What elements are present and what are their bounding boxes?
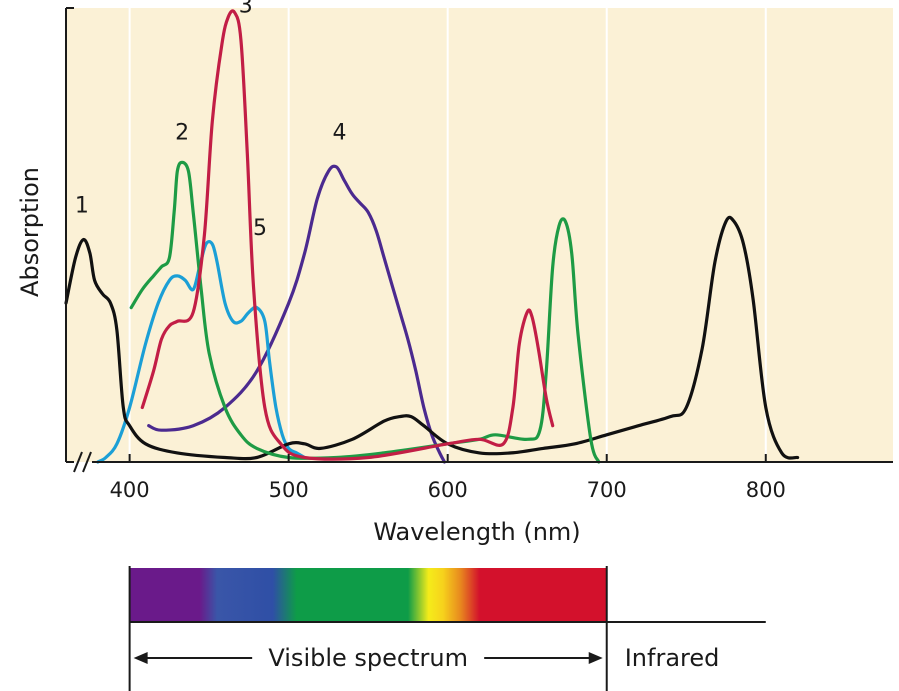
series-lines [64, 9, 800, 464]
x-ticks: 400 500 600 700 800 [110, 454, 786, 502]
series-line-1 [64, 215, 800, 461]
arrowhead-right-icon [588, 652, 603, 664]
series-line-5 [96, 239, 307, 464]
series-line-3 [140, 9, 555, 461]
x-tick-label: 700 [587, 478, 627, 502]
series-labels: 1 2 3 4 5 [75, 0, 347, 241]
axis-break-stroke [73, 451, 83, 473]
series-label-2: 2 [175, 121, 189, 146]
axis-break-mark [73, 451, 92, 473]
series-label-3: 3 [239, 0, 253, 19]
gridlines [128, 8, 767, 462]
arrowhead-left-icon [133, 652, 148, 664]
plot-background [66, 8, 893, 462]
x-axis-label: Wavelength (nm) [373, 518, 580, 546]
x-tick-label: 400 [110, 478, 150, 502]
visible-spectrum-bar [129, 568, 607, 621]
spectrum-bar-group: Visible spectrum Infrared [128, 566, 766, 691]
series-label-4: 4 [333, 121, 347, 146]
axis-break-stroke [82, 451, 92, 473]
series-label-5: 5 [253, 216, 267, 241]
series-line-4 [147, 164, 447, 464]
x-tick-label: 500 [269, 478, 309, 502]
axes [65, 7, 893, 473]
x-tick-label: 800 [746, 478, 786, 502]
x-tick-label: 600 [428, 478, 468, 502]
y-axis-label: Absorption [16, 167, 44, 297]
infrared-label: Infrared [625, 644, 720, 672]
series-label-1: 1 [75, 193, 89, 218]
visible-spectrum-label: Visible spectrum [268, 644, 468, 672]
